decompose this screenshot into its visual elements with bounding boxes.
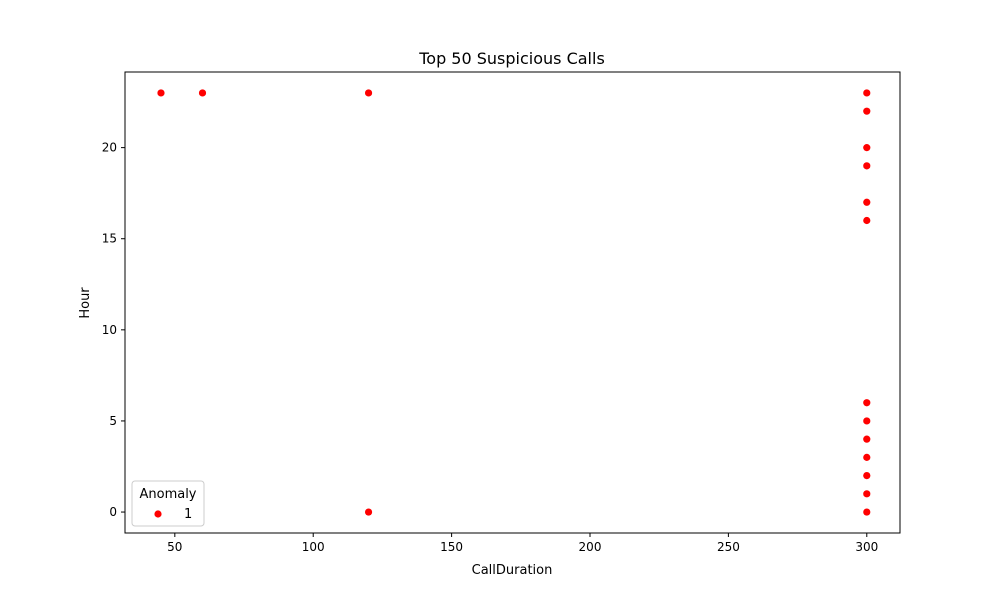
data-point: [863, 435, 871, 443]
y-tick-label: 0: [109, 505, 117, 519]
x-tick-label: 200: [579, 540, 602, 554]
data-point: [863, 417, 871, 425]
data-point: [157, 89, 165, 97]
x-axis-ticks: 50 100 150 200 250 300: [167, 533, 878, 554]
data-point: [198, 89, 207, 97]
data-point: [863, 490, 871, 498]
data-point: [863, 472, 871, 480]
x-tick-label: 100: [302, 540, 325, 554]
legend-marker: [154, 510, 162, 518]
data-point: [863, 216, 871, 225]
data-points: [157, 89, 871, 516]
y-tick-label: 15: [102, 232, 117, 246]
data-point: [364, 89, 373, 97]
data-point: [863, 144, 871, 152]
chart-title: Top 50 Suspicious Calls: [418, 49, 605, 68]
x-tick-label: 50: [167, 540, 182, 554]
plot-area-frame: [124, 71, 901, 534]
x-tick-label: 150: [440, 540, 463, 554]
data-point: [364, 508, 373, 516]
legend: Anomaly 1: [131, 480, 205, 527]
data-point: [863, 89, 871, 97]
x-axis-label: CallDuration: [472, 563, 553, 578]
y-tick-label: 5: [109, 414, 117, 428]
y-axis-label: Hour: [78, 287, 93, 319]
legend-entry-label: 1: [184, 507, 192, 522]
legend-title: Anomaly: [139, 487, 196, 502]
data-point: [863, 399, 871, 407]
y-tick-label: 10: [102, 323, 117, 337]
data-point: [863, 508, 871, 516]
data-point: [863, 107, 871, 115]
data-point: [863, 453, 871, 461]
data-point: [863, 162, 871, 170]
y-axis-ticks: 0 5 10 15 20: [102, 141, 125, 519]
data-point: [863, 198, 871, 206]
x-tick-label: 250: [717, 540, 740, 554]
legend-box: [131, 480, 205, 527]
x-tick-label: 300: [855, 540, 878, 554]
y-tick-label: 20: [102, 141, 117, 155]
